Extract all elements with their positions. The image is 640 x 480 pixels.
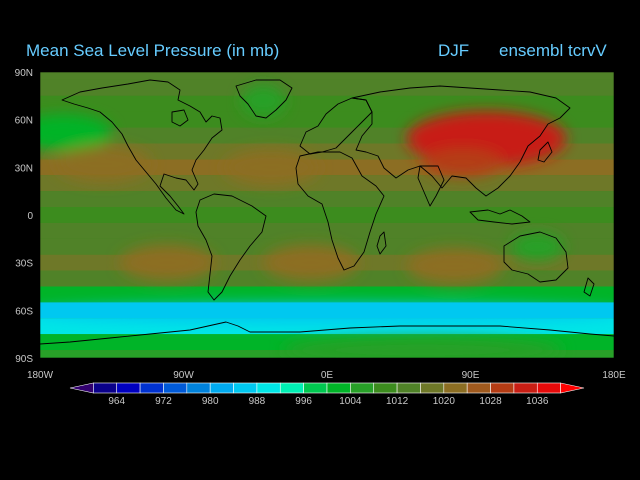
coastline-new-zealand bbox=[583, 277, 595, 297]
map-title: Mean Sea Level Pressure (in mb) bbox=[26, 41, 279, 60]
x-tick-label: 90W bbox=[173, 370, 194, 381]
colorbar-box bbox=[350, 382, 375, 394]
zonal-band bbox=[40, 79, 614, 96]
colorbar-label: 1036 bbox=[526, 396, 549, 407]
pressure-feature bbox=[40, 114, 112, 151]
zonal-band bbox=[40, 95, 614, 112]
colorbar-label: 964 bbox=[108, 396, 125, 407]
x-tick-label: 180E bbox=[602, 370, 626, 381]
colorbar-box bbox=[116, 382, 141, 394]
zonal-band bbox=[40, 222, 614, 239]
x-tick-label: 0E bbox=[321, 370, 334, 381]
y-tick-label: 60N bbox=[15, 116, 33, 127]
coastline-madagascar bbox=[376, 231, 387, 255]
y-tick-label: 90S bbox=[15, 354, 33, 365]
season-label: DJF bbox=[438, 41, 469, 60]
field-blobs bbox=[40, 84, 614, 358]
colorbar-label: 1012 bbox=[386, 396, 409, 407]
colorbar-box bbox=[139, 382, 164, 394]
pressure-feature bbox=[406, 247, 503, 284]
x-axis-ticks: 180W 90W 0E 90E 180E bbox=[27, 370, 626, 381]
colorbar-box bbox=[373, 382, 398, 394]
y-tick-label: 60S bbox=[15, 306, 33, 317]
coastline-hudson-bay bbox=[171, 109, 189, 127]
colorbar-label: 1004 bbox=[339, 396, 362, 407]
colorbar-box bbox=[93, 382, 118, 394]
coastline-india bbox=[417, 165, 445, 207]
colorbar-box bbox=[396, 382, 421, 394]
pressure-feature bbox=[241, 84, 286, 117]
coastline-japan bbox=[537, 141, 553, 163]
zonal-band bbox=[40, 286, 614, 303]
experiment-label: ensembl tcrvV bbox=[499, 41, 607, 60]
y-tick-label: 30N bbox=[15, 163, 33, 174]
colorbar-box bbox=[303, 382, 328, 394]
coastline-antarctica bbox=[40, 321, 614, 345]
colorbar-label: 988 bbox=[249, 396, 266, 407]
colorbar-label: 1028 bbox=[479, 396, 502, 407]
pressure-feature bbox=[263, 244, 360, 281]
colorbar-box bbox=[233, 382, 258, 394]
coastline-south-america bbox=[195, 193, 267, 301]
pressure-feature bbox=[282, 336, 563, 358]
coastline-africa bbox=[295, 151, 385, 271]
colorbar-arrow-high bbox=[560, 382, 585, 394]
zonal-band bbox=[40, 207, 614, 223]
colorbar-box bbox=[279, 382, 304, 394]
colorbar-label: 972 bbox=[155, 396, 172, 407]
colorbar-arrow-low bbox=[69, 382, 94, 394]
y-tick-label: 30S bbox=[15, 259, 33, 270]
colorbar-box bbox=[256, 382, 281, 394]
colorbar-box bbox=[420, 382, 445, 394]
map-area bbox=[40, 72, 614, 358]
coastline-north-america bbox=[61, 79, 223, 215]
colorbar-box bbox=[490, 382, 515, 394]
colorbar-box bbox=[209, 382, 234, 394]
colorbar-box bbox=[513, 382, 538, 394]
colorbar-label: 996 bbox=[295, 396, 312, 407]
zonal-band bbox=[40, 191, 614, 208]
colorbar bbox=[69, 382, 585, 394]
y-tick-label: 90N bbox=[15, 68, 33, 79]
pressure-feature bbox=[422, 148, 503, 177]
coastline-indonesia bbox=[469, 209, 531, 225]
y-axis-ticks: 90N 60N 30N 0 30S 60S 90S bbox=[15, 68, 34, 365]
colorbar-label: 1020 bbox=[433, 396, 456, 407]
coastline-greenland bbox=[235, 79, 293, 119]
colorbar-box bbox=[326, 382, 351, 394]
zonal-band bbox=[40, 72, 614, 80]
pressure-feature bbox=[40, 303, 614, 324]
y-tick-label: 0 bbox=[27, 211, 33, 222]
x-tick-label: 90E bbox=[462, 370, 480, 381]
colorbar-box bbox=[163, 382, 188, 394]
pressure-feature bbox=[55, 146, 152, 183]
pressure-feature bbox=[511, 232, 564, 261]
colorbar-box bbox=[536, 382, 561, 394]
coastline-asia bbox=[351, 85, 571, 197]
x-tick-label: 180W bbox=[27, 370, 54, 381]
coastlines bbox=[40, 79, 614, 345]
colorbar-labels: 964 972 980 988 996 1004 1012 1020 1028 1036 bbox=[108, 396, 548, 407]
pressure-feature bbox=[119, 244, 216, 281]
colorbar-label: 980 bbox=[202, 396, 219, 407]
colorbar-box bbox=[466, 382, 491, 394]
colorbar-box bbox=[186, 382, 211, 394]
coastline-australia bbox=[503, 231, 569, 283]
pressure-feature bbox=[223, 149, 320, 186]
colorbar-box bbox=[443, 382, 468, 394]
